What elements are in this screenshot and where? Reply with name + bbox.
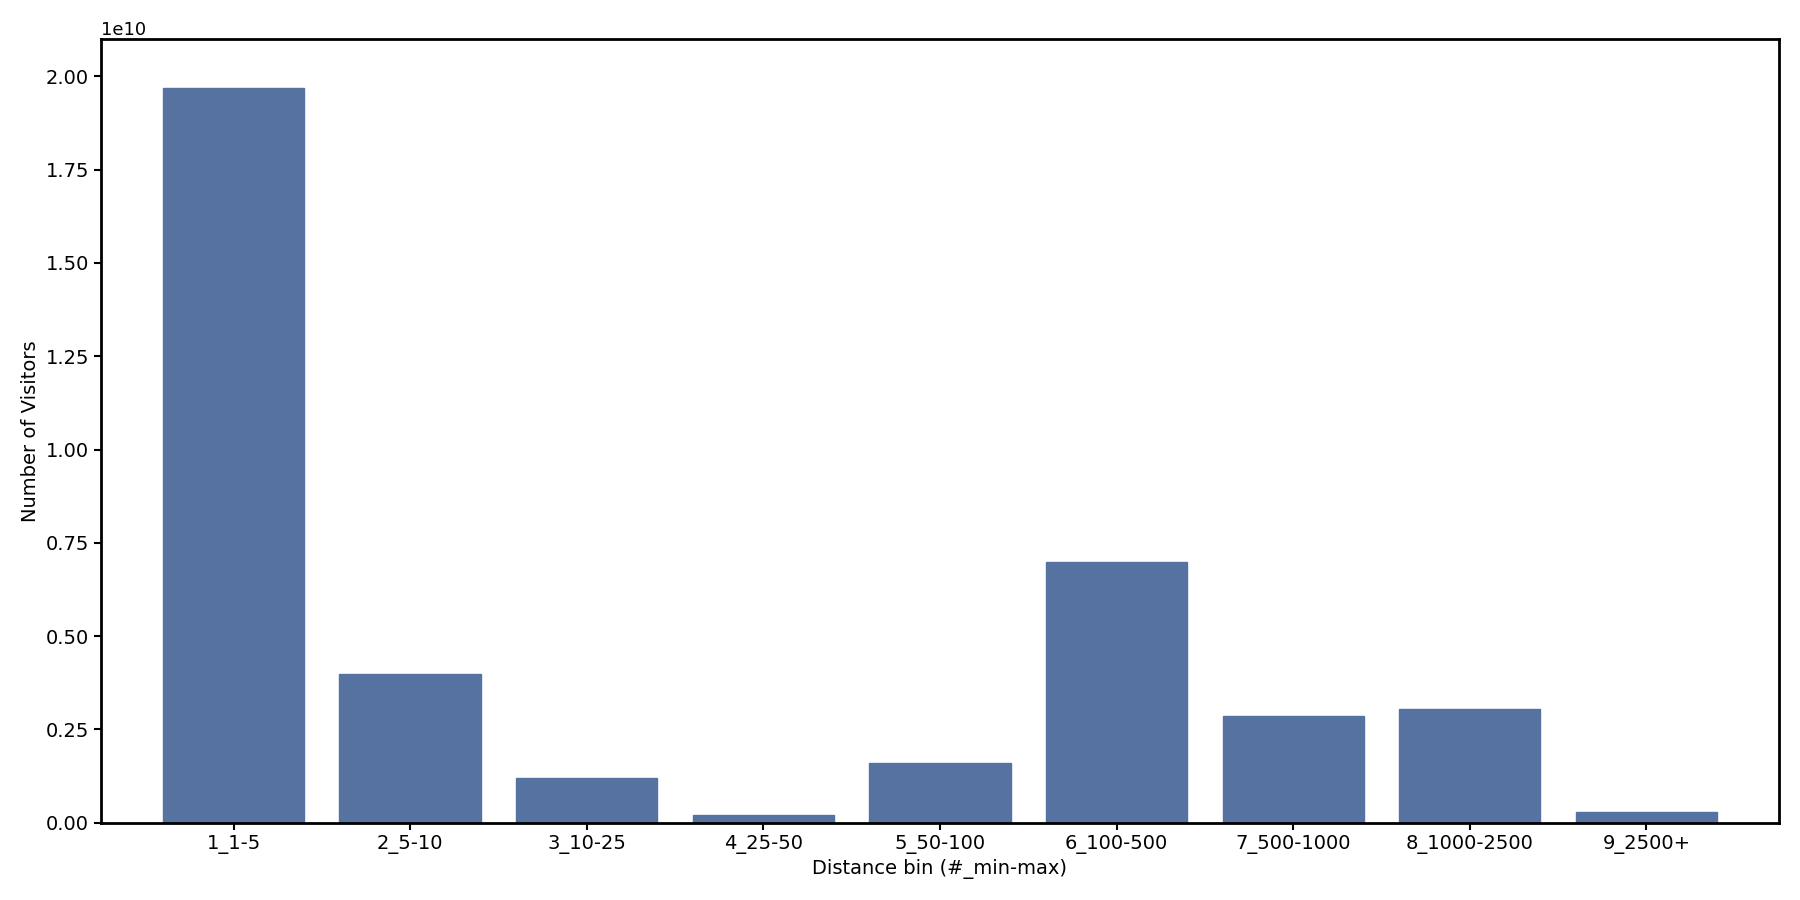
Bar <box>340 673 481 823</box>
Bar <box>162 87 304 823</box>
Y-axis label: Number of Visitors: Number of Visitors <box>22 340 40 522</box>
Bar <box>1399 709 1541 823</box>
Bar <box>693 815 833 823</box>
Bar <box>869 763 1010 823</box>
Bar <box>1046 562 1188 823</box>
X-axis label: Distance bin (#_min-max): Distance bin (#_min-max) <box>812 860 1067 879</box>
Bar <box>1575 812 1717 823</box>
Bar <box>1222 716 1364 823</box>
Bar <box>517 778 657 823</box>
